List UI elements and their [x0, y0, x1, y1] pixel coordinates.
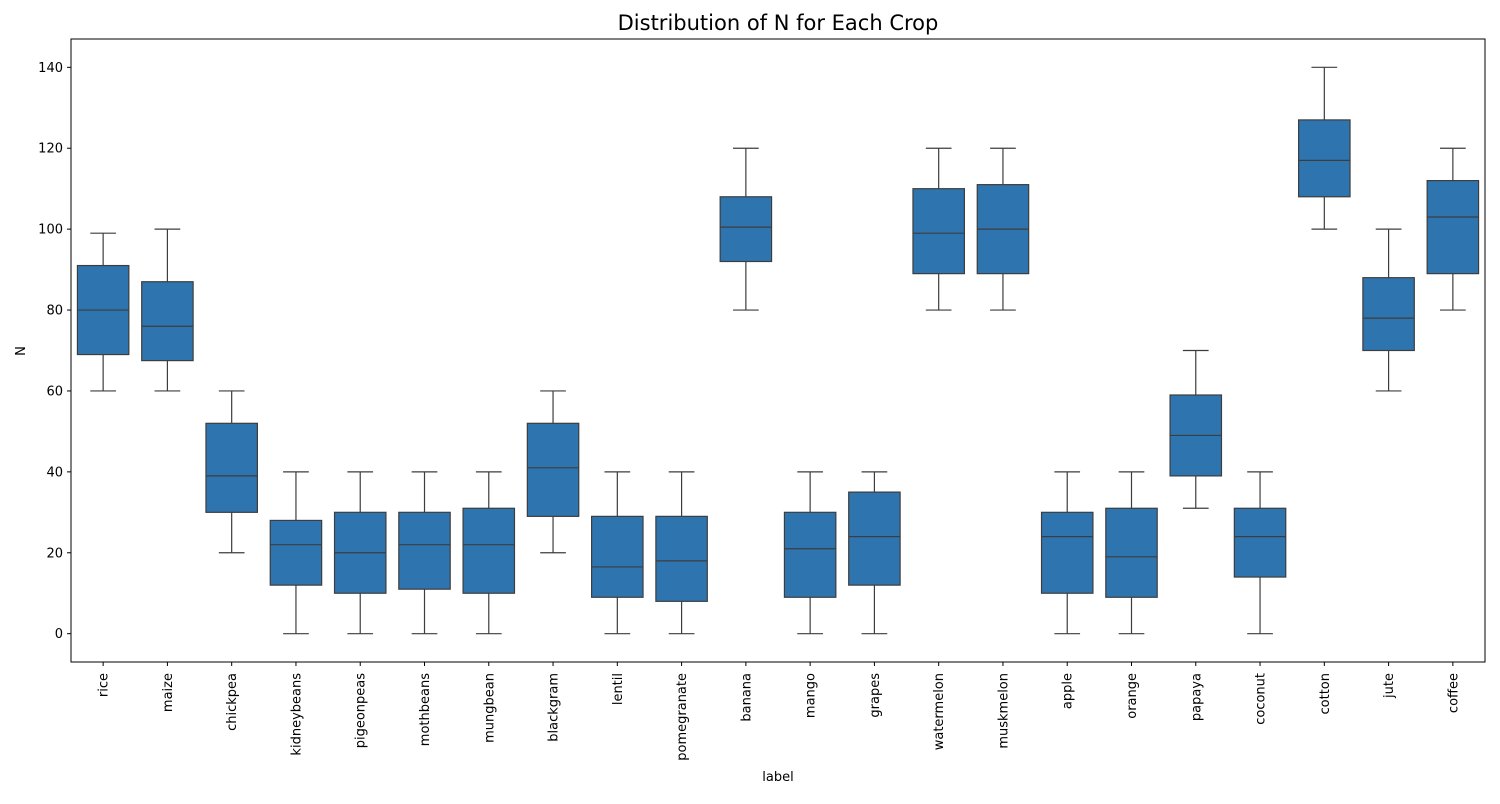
box-lentil	[591, 471, 644, 635]
iqr-box	[591, 515, 644, 598]
x-tick-label: orange	[1125, 673, 1140, 719]
box-banana	[719, 147, 773, 311]
iqr-box	[912, 188, 965, 275]
box-muskmelon	[976, 147, 1030, 311]
box-blackgram	[526, 390, 580, 554]
iqr-box	[1040, 511, 1094, 594]
box-chickpea	[205, 390, 258, 554]
y-tick-label: 20	[46, 546, 63, 561]
box-coffee	[1426, 147, 1480, 311]
x-tick-label: coffee	[1446, 673, 1461, 713]
x-tick-label: blackgram	[547, 673, 562, 742]
box-cotton	[1298, 66, 1351, 230]
x-tick-label: cotton	[1318, 673, 1333, 715]
y-axis-label: N	[14, 346, 29, 356]
x-tick-label: maize	[161, 673, 176, 712]
iqr-box	[526, 422, 580, 517]
x-tick-label: pigeonpeas	[354, 673, 369, 749]
box-apple	[1040, 471, 1094, 635]
chart-title: Distribution of N for Each Crop	[618, 11, 939, 35]
box-orange	[1105, 471, 1158, 635]
box-jute	[1362, 228, 1415, 392]
box-mothbeans	[398, 471, 451, 635]
x-tick-label: mothbeans	[418, 673, 433, 746]
x-tick-label: apple	[1061, 673, 1076, 709]
iqr-box	[848, 491, 901, 586]
y-tick-label: 60	[46, 384, 63, 399]
box-mungbean	[462, 471, 516, 635]
iqr-box	[462, 507, 516, 594]
iqr-box	[1233, 507, 1287, 578]
y-tick-label: 0	[55, 627, 63, 642]
iqr-box	[205, 422, 258, 513]
box-watermelon	[912, 147, 965, 311]
x-tick-label: rice	[97, 673, 112, 697]
iqr-box	[141, 281, 194, 362]
y-tick-label: 80	[46, 304, 63, 319]
x-tick-label: mango	[804, 673, 819, 718]
iqr-box	[269, 519, 323, 586]
box-pomegranate	[655, 471, 708, 635]
box-kidneybeans	[269, 471, 323, 635]
x-tick-label: kidneybeans	[289, 673, 304, 756]
iqr-box	[655, 515, 708, 602]
x-tick-label: papaya	[1189, 673, 1204, 721]
iqr-box	[398, 511, 451, 590]
x-tick-label: mungbean	[482, 673, 497, 743]
plot-frame	[70, 38, 1486, 663]
x-tick-label: jute	[1382, 673, 1397, 699]
iqr-box	[1426, 179, 1480, 275]
iqr-box	[719, 196, 773, 263]
x-tick-label: lentil	[611, 673, 626, 705]
box-coconut	[1233, 471, 1287, 635]
iqr-box	[1362, 277, 1415, 352]
iqr-box	[783, 511, 837, 598]
x-tick-label: banana	[739, 673, 754, 722]
y-tick-label: 100	[38, 223, 63, 238]
box-grapes	[848, 471, 901, 635]
x-tick-label: chickpea	[225, 673, 240, 731]
box-papaya	[1169, 349, 1223, 509]
x-tick-label: coconut	[1254, 673, 1269, 725]
iqr-box	[1298, 119, 1351, 198]
x-tick-label: pomegranate	[675, 673, 690, 761]
y-tick-label: 40	[46, 465, 63, 480]
x-tick-label: muskmelon	[996, 673, 1011, 749]
x-tick-label: watermelon	[932, 673, 947, 750]
y-tick-label: 120	[38, 142, 63, 157]
plot-area: 0 20 40 60 80 100 120 140 rice maize chickpea kidne…	[38, 61, 1480, 761]
box-rice	[76, 232, 130, 392]
y-tick-label: 140	[38, 61, 63, 76]
x-axis-label: label	[762, 770, 793, 785]
box-pigeonpeas	[333, 471, 387, 635]
iqr-box	[1105, 507, 1158, 598]
box-maize	[141, 228, 194, 392]
x-tick-label: grapes	[868, 673, 883, 718]
box-mango	[783, 471, 837, 635]
